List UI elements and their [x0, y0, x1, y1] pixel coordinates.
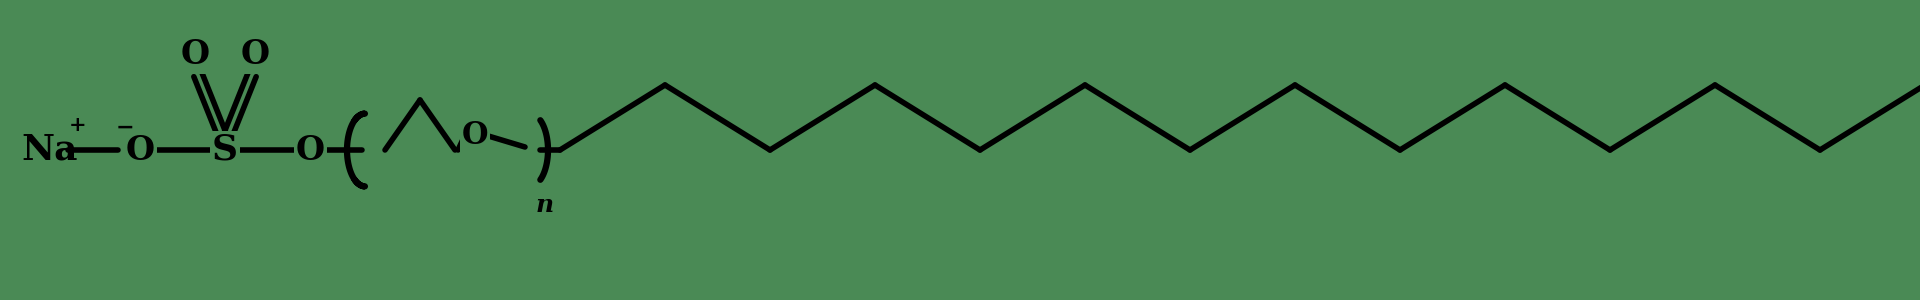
Text: S: S	[211, 133, 238, 167]
Text: Na: Na	[21, 133, 79, 167]
Text: O: O	[461, 119, 488, 151]
Text: −: −	[115, 117, 134, 139]
Text: +: +	[69, 115, 86, 135]
Text: O: O	[180, 38, 209, 71]
Text: O: O	[125, 134, 154, 166]
Text: O: O	[240, 38, 269, 71]
Text: O: O	[296, 134, 324, 166]
Text: n: n	[536, 193, 555, 217]
